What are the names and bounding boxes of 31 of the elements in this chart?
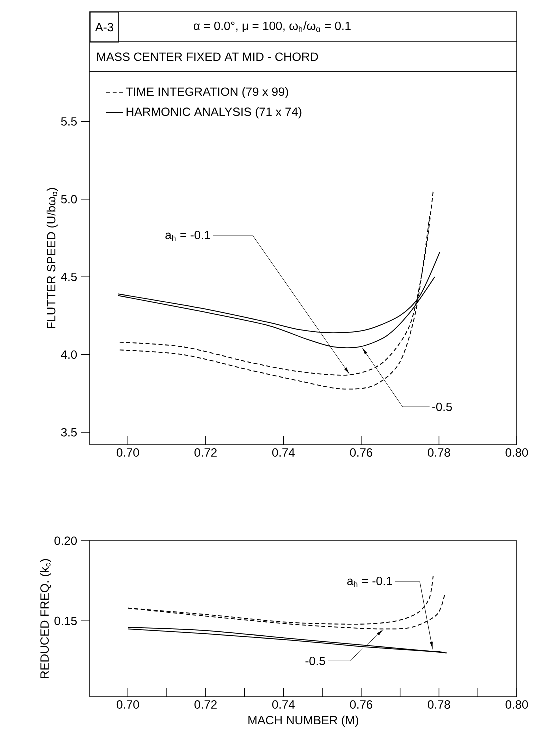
annotation: -0.5 xyxy=(306,656,326,666)
y-tick-label: 4.0 xyxy=(61,350,78,360)
x-tick-label: 0.74 xyxy=(272,700,295,709)
x-axis-title: MACH NUMBER (M) xyxy=(248,716,359,727)
x-tick-label: 0.72 xyxy=(194,448,217,457)
y-axis-title: REDUCED FREQ. (k$_{c}$) xyxy=(40,559,52,678)
x-tick-label: 0.76 xyxy=(350,448,373,457)
y-tick-label: 5.5 xyxy=(61,118,78,126)
y-tick-label: 0.20 xyxy=(54,536,78,546)
legend-label: TIME INTEGRATION (79 x 99) xyxy=(126,87,288,98)
y-tick-label: 3.5 xyxy=(61,428,78,437)
x-tick-label: 0.80 xyxy=(506,448,528,457)
x-tick-label: 0.70 xyxy=(116,448,140,457)
x-tick-label: 0.80 xyxy=(506,700,528,709)
y-axis-title: FLUTTER SPEED (U/bω$_{α}$) xyxy=(46,188,58,328)
chart-subtitle: α = 0.0°, μ = 100, ω$_{h}$/ω$_{α}$ = 0.1 xyxy=(194,22,351,32)
x-tick-label: 0.76 xyxy=(350,700,373,709)
annotation: a$_{h}$ = -0.1 xyxy=(166,230,210,242)
legend-label: HARMONIC ANALYSIS (71 x 74) xyxy=(126,107,302,119)
chart-title: A-3 xyxy=(95,23,114,32)
text: MASS CENTER FIXED AT MID - CHORD xyxy=(98,52,318,62)
annotation: a$_{h}$ = -0.1 xyxy=(348,576,392,588)
x-tick-label: 0.78 xyxy=(428,700,450,709)
y-tick-label: 4.5 xyxy=(61,272,78,282)
y-tick-label: 5.0 xyxy=(61,195,78,204)
x-tick-label: 0.72 xyxy=(194,700,217,709)
x-tick-label: 0.78 xyxy=(428,448,450,457)
x-tick-label: 0.70 xyxy=(116,700,140,709)
x-tick-label: 0.74 xyxy=(272,448,295,457)
annotation: -0.5 xyxy=(432,402,452,412)
y-tick-label: 0.15 xyxy=(54,616,78,626)
